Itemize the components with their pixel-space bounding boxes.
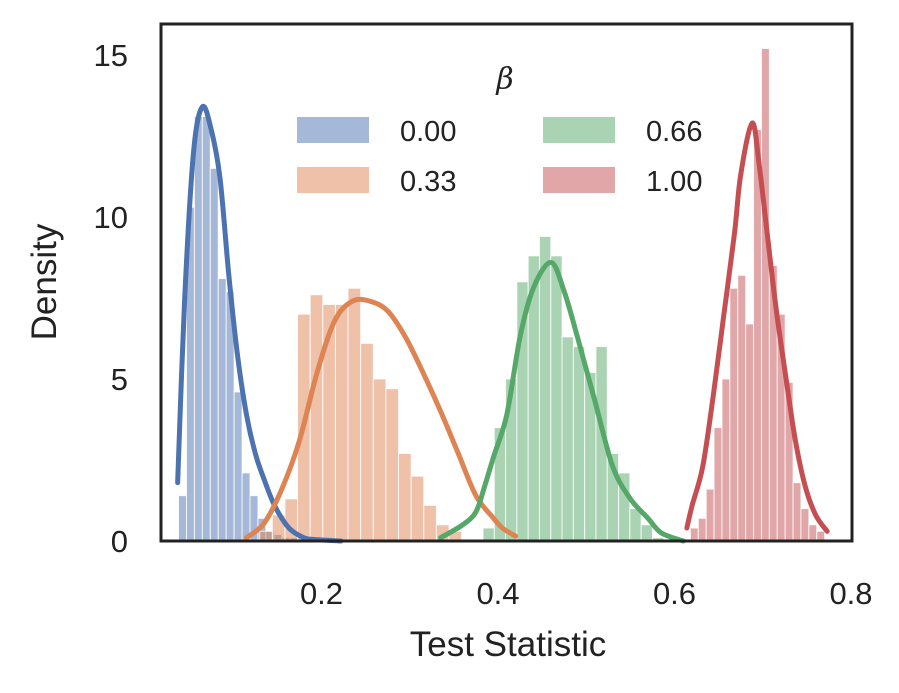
x-tick-label: 0.6 [653, 576, 696, 611]
legend-item-0.66: 0.66 [543, 116, 702, 148]
kde-line-0.00 [175, 103, 344, 544]
kde-line-0.66 [438, 259, 686, 544]
histogram-bar [745, 323, 755, 542]
series-bars-0.66 [482, 235, 665, 542]
legend-label: 0.33 [400, 166, 456, 198]
histogram-bar [334, 303, 349, 542]
histogram-bar [385, 388, 400, 542]
histogram-bar [360, 342, 374, 542]
histogram-bar [217, 278, 227, 542]
legend-swatch [543, 117, 615, 143]
y-tick-label: 15 [94, 38, 128, 73]
y-tick-label: 10 [94, 200, 128, 235]
histogram-bar [482, 527, 495, 542]
legend-swatch [543, 167, 615, 193]
legend-label: 0.00 [400, 116, 456, 148]
histogram-bar [372, 378, 387, 542]
axis-ticks: 0.2 0.4 0.6 0.8 0 5 10 15 [94, 38, 873, 611]
histogram-bar [800, 508, 810, 542]
histogram-bar [550, 255, 563, 542]
histogram-bar [209, 167, 219, 542]
legend-item-0.00: 0.00 [297, 116, 456, 148]
y-tick-label: 0 [111, 524, 128, 559]
histogram-bar [808, 524, 818, 542]
legend-label: 0.66 [646, 116, 702, 148]
x-tick-label: 0.4 [476, 576, 519, 611]
legend-swatch [297, 117, 369, 143]
x-tick-label: 0.2 [300, 576, 343, 611]
histogram-bar [713, 427, 723, 542]
histogram-bar [193, 116, 203, 542]
histogram-bar [201, 116, 211, 542]
y-tick-label: 5 [111, 362, 128, 397]
histogram-bar [640, 524, 653, 542]
histogram-bar [178, 495, 187, 542]
legend-label: 1.00 [646, 166, 702, 198]
x-tick-label: 0.8 [829, 576, 872, 611]
histogram-bar [538, 235, 552, 542]
histogram-bar [760, 48, 770, 542]
series-bars-0.33 [259, 287, 463, 542]
legend-item-0.33: 0.33 [297, 166, 456, 198]
histogram-bar [561, 336, 574, 542]
kde-line-1.00 [684, 120, 830, 534]
legend: β 0.00 0.33 0.66 1.00 [297, 62, 702, 198]
legend-title: β [495, 62, 513, 97]
histogram-bar [241, 472, 251, 542]
histogram-bar [410, 475, 425, 542]
histogram-bar [689, 527, 699, 542]
kde-curves [175, 103, 830, 544]
histogram-bar [737, 274, 747, 542]
histogram-bar [347, 287, 362, 542]
histogram-bar [398, 453, 412, 542]
legend-swatch [297, 167, 369, 193]
histogram-bar [697, 517, 707, 542]
histogram-bar [792, 482, 802, 542]
histogram-bar [423, 504, 437, 542]
histogram-bar [572, 346, 586, 542]
histogram-bar [309, 294, 324, 542]
histogram-bar [629, 508, 642, 542]
histogram-bar [729, 287, 739, 542]
x-axis-title: Test Statistic [410, 625, 606, 664]
plot-frame [159, 22, 854, 543]
y-axis-title: Density [25, 223, 64, 340]
legend-item-1.00: 1.00 [543, 166, 702, 198]
histogram-bar [705, 488, 715, 542]
histogram-bar [233, 391, 243, 542]
histogram-bars [178, 48, 826, 542]
histogram-bar [721, 378, 731, 542]
